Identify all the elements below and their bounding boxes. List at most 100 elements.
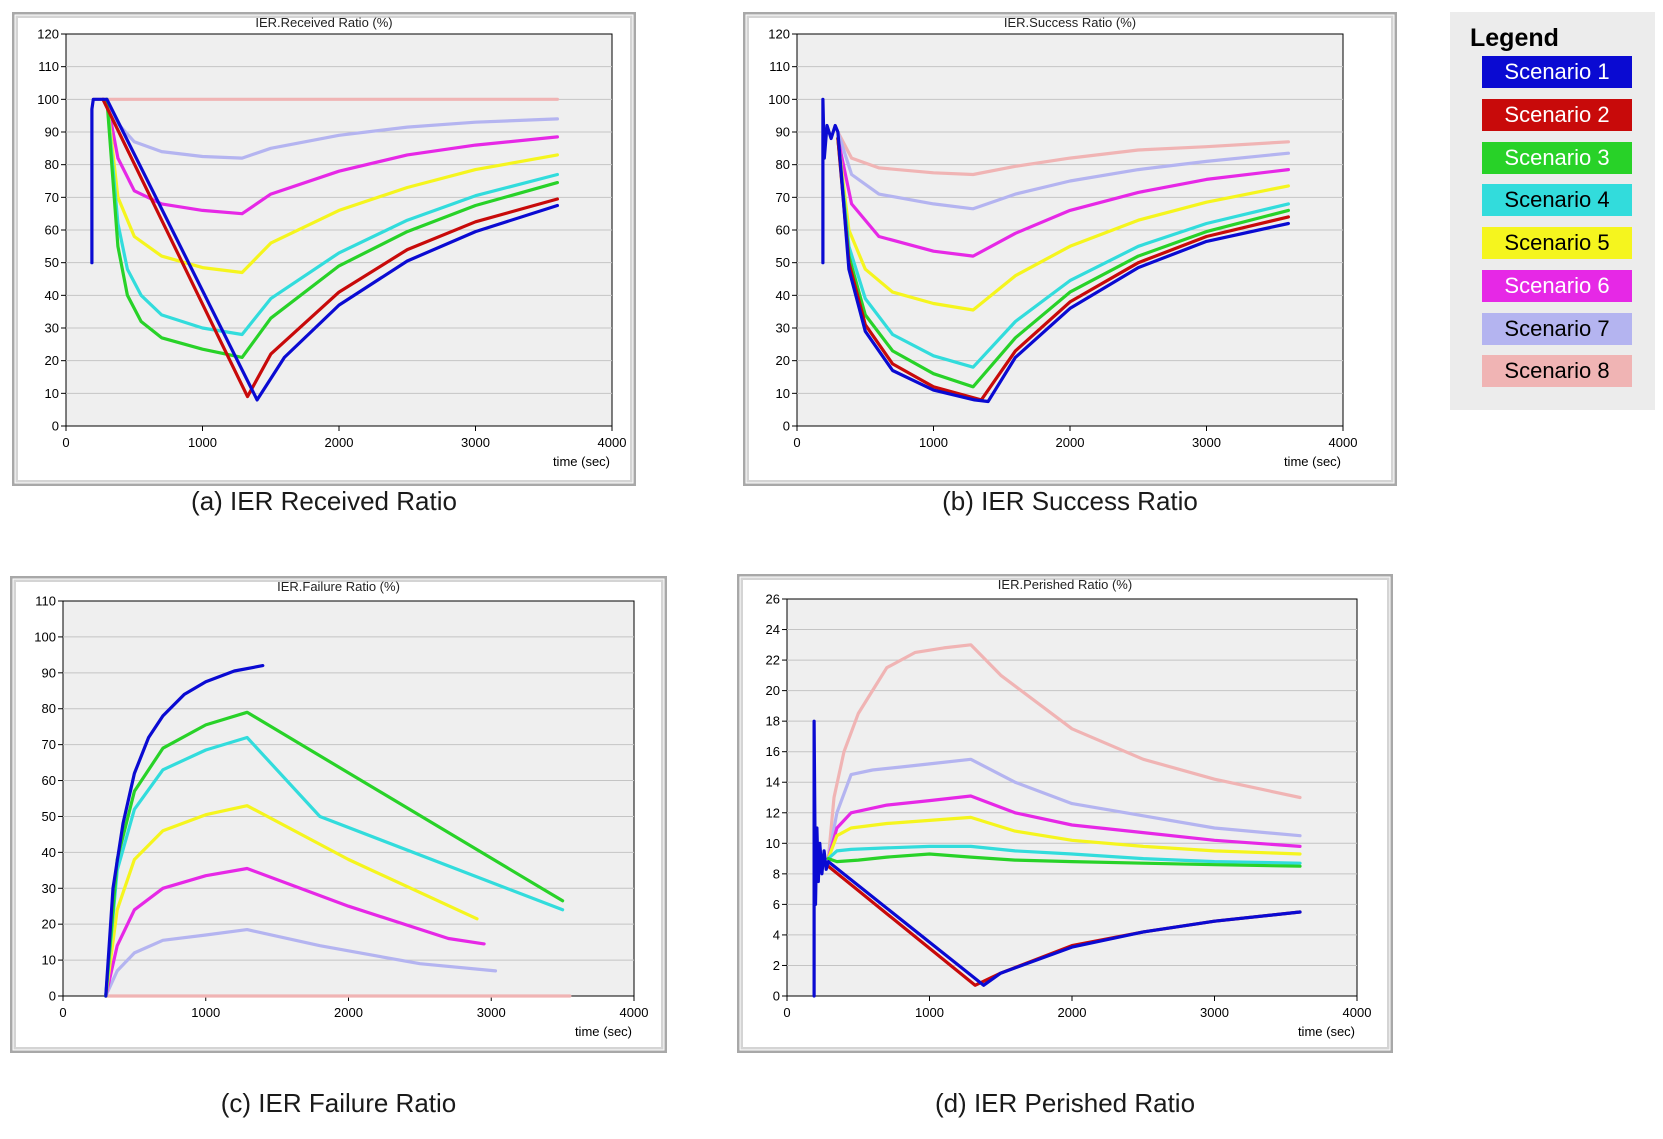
y-tick-label: 60 [42,773,56,788]
y-tick-label: 20 [776,353,790,368]
x-tick-label: 4000 [598,435,627,450]
x-tick-label: 2000 [1056,435,1085,450]
x-tick-label: 3000 [1192,435,1221,450]
chart-panel-received: IER.Received Ratio (%) 0 10 20 30 40 50 60 70 80 9… [12,12,636,486]
y-tick-label: 120 [37,27,59,42]
y-tick-label: 12 [766,805,780,820]
y-tick-label: 2 [773,958,780,973]
y-tick-label: 60 [776,223,790,238]
y-tick-label: 50 [42,809,56,824]
received-ratio-chart: IER.Received Ratio (%) 0 10 20 30 40 50 60 70 80 9… [12,12,636,486]
chart-title: IER.Failure Ratio (%) [277,579,400,594]
y-tick-label: 70 [776,190,790,205]
y-tick-label: 110 [38,59,59,74]
x-tick-label: 1000 [188,435,217,450]
y-tick-label: 110 [35,594,56,609]
x-tick-label: 3000 [1200,1005,1229,1020]
y-tick-label: 80 [776,157,790,172]
chart-title: IER.Success Ratio (%) [1004,15,1136,30]
plot-area [786,598,1358,997]
y-tick-label: 30 [42,881,56,896]
y-tick-label: 22 [766,653,780,668]
y-tick-label: 100 [37,92,59,107]
y-tick-label: 0 [783,419,790,434]
legend-item-scenario-5: Scenario 5 [1482,227,1632,259]
plot-area [62,600,635,997]
x-tick-label: 1000 [191,1005,220,1020]
y-tick-label: 80 [45,157,59,172]
series-line-scenario-1 [90,97,560,402]
y-tick-label: 18 [766,714,780,729]
series-line-scenario-7 [826,757,1302,861]
y-tick-label: 16 [766,744,780,759]
y-tick-label: 20 [766,683,780,698]
y-tick-label: 0 [773,989,780,1004]
y-tick-label: 50 [776,255,790,270]
legend-item-scenario-7: Scenario 7 [1482,313,1632,345]
series-line-scenario-8 [836,130,1291,177]
y-tick-label: 10 [42,953,56,968]
y-tick-label: 70 [42,737,56,752]
series-line-scenario-1 [812,719,1302,998]
series-line-scenario-3 [105,97,560,359]
y-tick-label: 90 [776,125,790,140]
x-tick-label: 0 [59,1005,66,1020]
series-line-scenario-7 [105,97,560,160]
success-ratio-chart: IER.Success Ratio (%) 0 10 20 30 40 50 60 70 80 90… [743,12,1397,486]
series-line-scenario-8 [826,643,1302,861]
y-tick-label: 30 [45,321,59,336]
series-line-scenario-4 [836,136,1291,369]
series-line-scenario-7 [836,130,1291,211]
chart-panel-success: IER.Success Ratio (%) 0 10 20 30 40 50 60 70 80 90… [743,12,1397,486]
caption-perished: (d) IER Perished Ratio [934,1088,1196,1118]
y-tick-label: 24 [766,622,780,637]
y-tick-label: 40 [45,288,59,303]
series-line-scenario-3 [836,136,1291,389]
series-line-scenario-6 [105,97,560,216]
x-tick-label: 3000 [461,435,490,450]
y-tick-label: 90 [45,125,59,140]
x-tick-label: 2000 [334,1005,363,1020]
series-line-scenario-5 [836,136,1291,312]
x-tick-label: 2000 [325,435,354,450]
perished-ratio-chart: IER.Perished Ratio (%)024681012141618202… [737,574,1393,1053]
x-tick-label: 4000 [1343,1005,1372,1020]
y-tick-label: 30 [776,321,790,336]
y-tick-label: 6 [773,897,780,912]
y-tick-label: 40 [776,288,790,303]
chart-panel-perished: IER.Perished Ratio (%) 0 2 4 6 8 10 12 14 16 18 20 2… [737,574,1393,1053]
y-tick-label: 110 [769,59,790,74]
y-tick-label: 100 [34,629,56,644]
y-tick-label: 26 [766,592,780,607]
chart-panel-failure: IER.Failure Ratio (%) 0 10 20 30 40 50 60 70 80 90… [10,576,667,1053]
series-line-scenario-3 [826,852,1302,868]
legend-item-scenario-8: Scenario 8 [1482,355,1632,387]
y-tick-label: 0 [49,989,56,1004]
series-line-scenario-4 [826,844,1302,865]
series-line-scenario-5 [104,804,479,998]
chart-title: IER.Received Ratio (%) [255,15,392,30]
y-tick-label: 8 [773,866,780,881]
x-tick-label: 3000 [477,1005,506,1020]
series-line-scenario-7 [104,928,498,998]
y-tick-label: 90 [42,665,56,680]
legend-item-scenario-6: Scenario 6 [1482,270,1632,302]
legend-item-scenario-4: Scenario 4 [1482,184,1632,216]
y-tick-label: 50 [45,255,59,270]
y-tick-label: 20 [42,917,56,932]
y-tick-label: 60 [45,223,59,238]
chart-title: IER.Perished Ratio (%) [998,577,1132,592]
x-axis-label: time (sec) [1298,1024,1355,1039]
y-tick-label: 100 [768,92,790,107]
legend-item-scenario-2: Scenario 2 [1482,99,1632,131]
x-tick-label: 2000 [1058,1005,1087,1020]
series-line-scenario-6 [826,794,1302,861]
caption-received: (a) IER Received Ratio [191,486,457,516]
y-tick-label: 10 [776,386,790,401]
legend-item-scenario-3: Scenario 3 [1482,142,1632,174]
y-tick-label: 0 [52,419,59,434]
y-tick-label: 120 [768,27,790,42]
y-tick-label: 14 [766,775,780,790]
caption-success: (b) IER Success Ratio [942,486,1198,516]
series-line-scenario-5 [826,815,1302,861]
